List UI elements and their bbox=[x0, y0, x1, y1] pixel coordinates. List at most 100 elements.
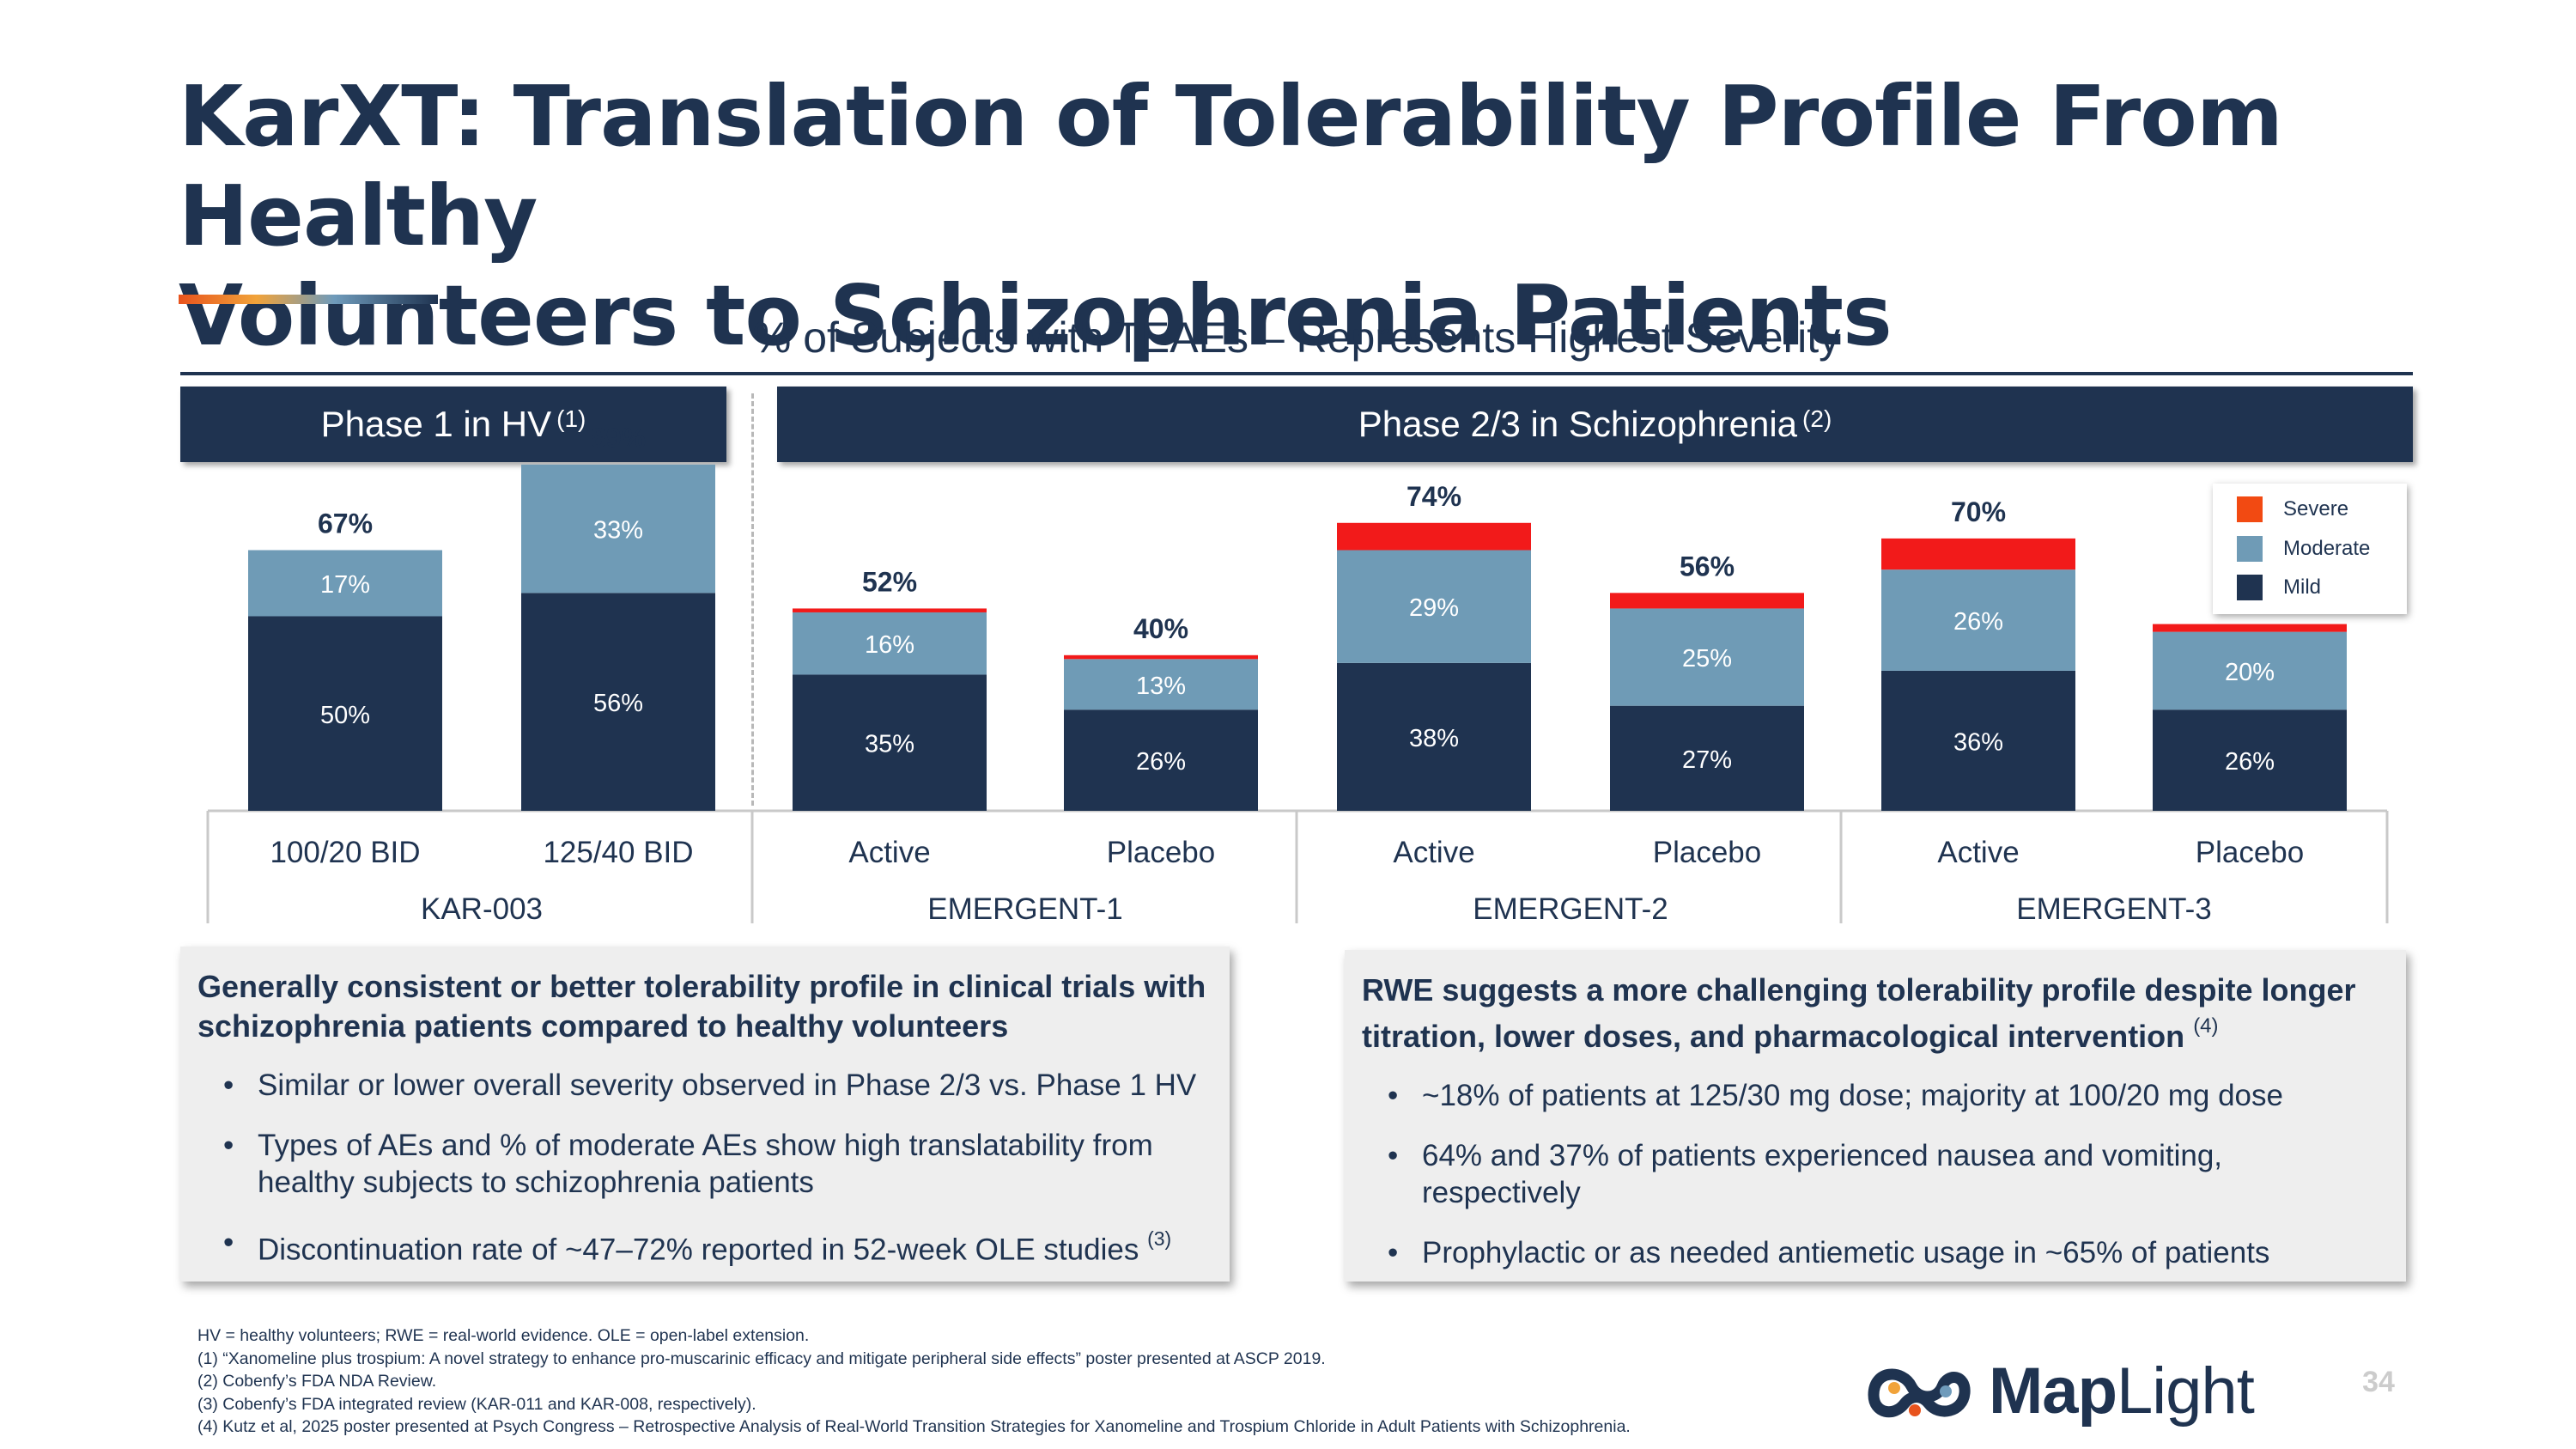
data-label-moderate-6: 26% bbox=[1953, 608, 2003, 636]
data-label-total-3: 40% bbox=[1133, 613, 1188, 644]
right-heading-line-2: titration, lower doses, and pharmacologi… bbox=[1362, 1019, 2185, 1054]
bullet-dot: • bbox=[223, 1226, 234, 1259]
bar-mild-7 bbox=[2153, 709, 2347, 811]
bar-moderate-0 bbox=[248, 550, 442, 617]
bar-severe-7 bbox=[2153, 624, 2347, 632]
bar-moderate-2 bbox=[793, 612, 987, 675]
left-bullet-1-text: Similar or lower overall severity observ… bbox=[258, 1068, 1197, 1102]
bar-severe-5 bbox=[1610, 593, 1804, 609]
right-box-heading: RWE suggests a more challenging tolerabi… bbox=[1362, 971, 2389, 1056]
phase23-label: Phase 2/3 in Schizophrenia bbox=[1358, 404, 1798, 444]
x-group-label-3: EMERGENT-3 bbox=[2016, 892, 2212, 926]
subtitle-rule bbox=[180, 372, 2413, 375]
bar-severe-2 bbox=[793, 608, 987, 612]
data-label-moderate-2: 16% bbox=[865, 631, 914, 659]
legend-label-severe: Severe bbox=[2283, 497, 2349, 521]
bar-mild-0 bbox=[248, 616, 442, 811]
data-label-total-0: 67% bbox=[318, 508, 373, 539]
bullet-dot: • bbox=[223, 1129, 234, 1162]
bar-moderate-1 bbox=[521, 464, 715, 594]
x-group-label-1: EMERGENT-1 bbox=[927, 892, 1123, 926]
right-bullet-list: • ~18% of patients at 125/30 mg dose; ma… bbox=[1362, 1077, 2389, 1271]
phase1-label: Phase 1 in HV bbox=[320, 404, 552, 444]
left-bullet-2: • Types of AEs and % of moderate AEs sho… bbox=[197, 1127, 1212, 1201]
right-bullet-1: • ~18% of patients at 125/30 mg dose; ma… bbox=[1362, 1077, 2389, 1114]
legend-label-moderate: Moderate bbox=[2283, 537, 2371, 560]
phase-divider bbox=[751, 393, 754, 806]
bullet-dot: • bbox=[1388, 1236, 1399, 1269]
left-heading-line-1: Generally consistent or better tolerabil… bbox=[197, 969, 1206, 1004]
left-box-heading: Generally consistent or better tolerabil… bbox=[197, 967, 1212, 1046]
x-group-label-2: EMERGENT-2 bbox=[1473, 892, 1668, 926]
bar-mild-2 bbox=[793, 674, 987, 811]
x-tick-label-2: Active bbox=[848, 836, 930, 869]
phase23-band: Phase 2/3 in Schizophrenia (2) bbox=[777, 387, 2413, 462]
left-bullet-3-ref: (3) bbox=[1147, 1227, 1172, 1250]
chart-legend: Severe Moderate Mild bbox=[2213, 484, 2407, 614]
left-heading-line-2: schizophrenia patients compared to healt… bbox=[197, 1008, 1009, 1044]
legend-swatch-moderate bbox=[2237, 536, 2263, 562]
bar-moderate-7 bbox=[2153, 631, 2347, 710]
data-label-mild-2: 35% bbox=[865, 731, 914, 758]
x-group-label-0: KAR-003 bbox=[421, 892, 543, 926]
bar-mild-4 bbox=[1337, 662, 1531, 811]
bullet-dot: • bbox=[1388, 1139, 1399, 1172]
bar-mild-5 bbox=[1610, 705, 1804, 811]
x-tick-label-7: Placebo bbox=[2196, 836, 2304, 869]
maplight-logo-icon bbox=[1868, 1368, 1971, 1417]
phase1-band: Phase 1 in HV (1) bbox=[180, 387, 726, 462]
x-tick-label-1: 125/40 BID bbox=[543, 836, 693, 869]
footnote-abbreviations: HV = healthy volunteers; RWE = real-worl… bbox=[197, 1326, 810, 1345]
footnote-3: (3) Cobenfy’s FDA integrated review (KAR… bbox=[197, 1394, 756, 1414]
data-label-total-2: 52% bbox=[862, 566, 917, 597]
chart-subtitle: % of Subjects with TEAEs – Represents Hi… bbox=[752, 314, 1841, 362]
data-label-mild-7: 26% bbox=[2225, 748, 2275, 776]
bullet-dot: • bbox=[1388, 1079, 1399, 1112]
title-line-1: KarXT: Translation of Tolerability Profi… bbox=[179, 68, 2283, 265]
right-bullet-2: • 64% and 37% of patients experienced na… bbox=[1362, 1137, 2389, 1211]
data-label-total-1: 89% bbox=[591, 423, 646, 454]
bar-severe-6 bbox=[1881, 538, 2075, 570]
x-tick-label-0: 100/20 BID bbox=[270, 836, 420, 869]
legend-item-moderate: Moderate bbox=[2237, 534, 2370, 563]
logo-text-map: Map bbox=[1989, 1355, 2117, 1428]
bar-mild-3 bbox=[1064, 709, 1258, 811]
logo-text-light: Light bbox=[2117, 1355, 2255, 1428]
footnote-2: (2) Cobenfy’s FDA NDA Review. bbox=[197, 1372, 437, 1391]
right-bullet-1-text: ~18% of patients at 125/30 mg dose; majo… bbox=[1422, 1079, 2283, 1112]
data-label-total-6: 70% bbox=[1951, 496, 2006, 527]
data-label-mild-5: 27% bbox=[1682, 746, 1732, 774]
teae-stacked-bar-chart: 50% 17% 67% 100/20 BID 56% 33% 89% 125/40 BID 35… bbox=[206, 423, 2389, 926]
bar-severe-3 bbox=[1064, 654, 1258, 660]
bar-moderate-3 bbox=[1064, 659, 1258, 710]
bar-moderate-4 bbox=[1337, 550, 1531, 663]
bar-mild-1 bbox=[521, 593, 715, 811]
left-bullet-3: • Discontinuation rate of ~47–72% report… bbox=[197, 1224, 1212, 1269]
bar-moderate-5 bbox=[1610, 608, 1804, 706]
phase1-ref: (1) bbox=[556, 405, 586, 432]
data-label-moderate-3: 13% bbox=[1136, 673, 1186, 700]
right-bullet-3: • Prophylactic or as needed antiemetic u… bbox=[1362, 1234, 2389, 1271]
data-label-moderate-5: 25% bbox=[1682, 645, 1732, 673]
legend-label-mild: Mild bbox=[2283, 575, 2322, 599]
left-bullet-3-text: Discontinuation rate of ~47–72% reported… bbox=[258, 1233, 1139, 1267]
legend-swatch-mild bbox=[2237, 575, 2263, 600]
footnote-4: (4) Kutz et al, 2025 poster presented at… bbox=[197, 1417, 1631, 1436]
data-label-mild-4: 38% bbox=[1409, 725, 1459, 752]
data-label-moderate-1: 33% bbox=[593, 517, 643, 545]
legend-item-mild: Mild bbox=[2237, 573, 2321, 602]
page-title: KarXT: Translation of Tolerability Profi… bbox=[179, 67, 2540, 366]
data-label-moderate-7: 20% bbox=[2225, 659, 2275, 686]
legend-swatch-severe bbox=[2237, 496, 2263, 522]
bullet-dot: • bbox=[223, 1068, 234, 1102]
left-bullet-2-text-line-2: healthy subjects to schizophrenia patien… bbox=[258, 1166, 814, 1199]
maplight-wordmark: MapLight bbox=[1989, 1354, 2255, 1428]
x-tick-label-6: Active bbox=[1937, 836, 2019, 869]
title-line-2: Volunteers to Schizophrenia Patients bbox=[179, 267, 1893, 364]
right-heading-line-1: RWE suggests a more challenging tolerabi… bbox=[1362, 972, 2356, 1008]
right-heading-ref: (4) bbox=[2193, 1014, 2219, 1038]
data-label-mild-3: 26% bbox=[1136, 748, 1186, 776]
left-bullet-1: • Similar or lower overall severity obse… bbox=[197, 1067, 1212, 1104]
footnote-1: (1) “Xanomeline plus trospium: A novel s… bbox=[197, 1349, 1326, 1368]
rwe-box: RWE suggests a more challenging tolerabi… bbox=[1345, 950, 2406, 1282]
